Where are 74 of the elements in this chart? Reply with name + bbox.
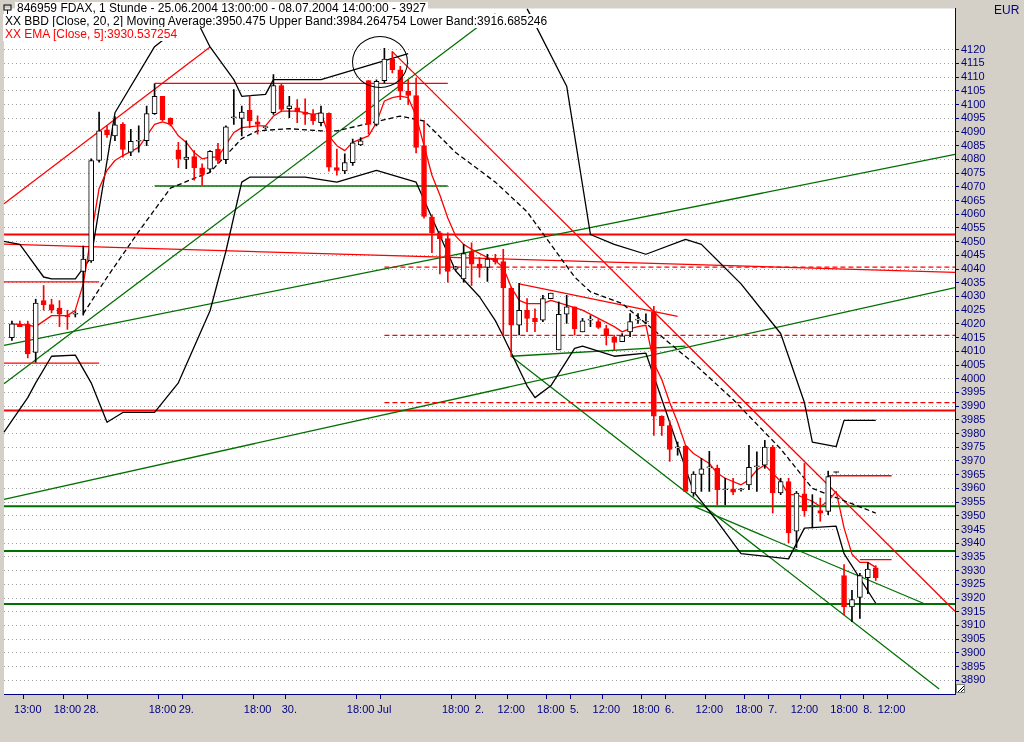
- y-tick-label: 4115: [961, 56, 985, 69]
- x-tick-label: 18:00: [148, 702, 177, 715]
- y-tick-label: 3945: [961, 522, 986, 535]
- x-tick-label: 18:00: [735, 702, 763, 715]
- y-tick-label: 4025: [961, 303, 986, 316]
- y-tick-label: 4055: [961, 220, 986, 233]
- y-tick-label: 4060: [961, 207, 986, 220]
- y-tick-label: 3905: [961, 632, 986, 645]
- x-tick-label: 18:00: [243, 702, 272, 715]
- y-tick-label: 3990: [961, 399, 986, 412]
- y-tick-label: 3955: [961, 495, 986, 508]
- y-tick-label: 3910: [961, 618, 986, 631]
- y-tick-label: 4050: [961, 234, 986, 247]
- x-tick-label: 18:00: [830, 702, 858, 715]
- y-tick-label: 3895: [961, 659, 986, 672]
- y-tick-label: 3940: [961, 536, 986, 549]
- y-tick-label: 4030: [961, 289, 986, 302]
- x-tick-label: 12:00: [790, 702, 819, 715]
- x-tick-label: 6.: [665, 702, 675, 715]
- x-tick-label: 12:00: [877, 702, 906, 715]
- x-tick-label: 12:00: [592, 702, 621, 715]
- y-tick-label: 4095: [961, 111, 986, 124]
- y-tick-label: 3925: [961, 577, 986, 590]
- y-tick-label: 4020: [961, 316, 986, 329]
- x-tick-label: 8.: [863, 702, 873, 715]
- y-tick-label: 3950: [961, 508, 986, 521]
- y-tick-label: 4010: [961, 344, 986, 357]
- y-tick-label: 3900: [961, 645, 986, 658]
- chart-title: 846959 FDAX, 1 Stunde - 25.06.2004 13:00:00 - 08.07.2004 14:00:00 - 3927: [15, 1, 428, 15]
- y-tick-label: 4100: [961, 97, 986, 110]
- x-tick-label: 7.: [768, 702, 778, 715]
- y-tick-label: 3985: [961, 412, 986, 425]
- y-tick-label: 4105: [961, 83, 986, 96]
- x-tick-label: 29.: [178, 702, 194, 715]
- y-tick-label: 4075: [961, 166, 986, 179]
- y-tick-label: 3995: [961, 385, 986, 398]
- x-tick-label: 18:00: [441, 702, 470, 715]
- y-tick-label: 3930: [961, 563, 986, 576]
- x-tick-label: 28.: [83, 702, 99, 715]
- y-tick-label: 3970: [961, 454, 986, 466]
- y-tick-label: 4120: [961, 42, 986, 55]
- x-tick-label: Jul: [377, 702, 392, 715]
- y-tick-label: 3960: [961, 481, 986, 494]
- y-tick-label: 3915: [961, 604, 986, 617]
- y-tick-label: 4000: [961, 371, 986, 384]
- y-tick-label: 4110: [961, 70, 985, 83]
- x-tick-label: 12:00: [695, 702, 724, 715]
- x-tick-label: 2.: [474, 702, 485, 715]
- x-tick-label: 13:00: [14, 702, 42, 715]
- y-tick-label: 4085: [961, 138, 986, 151]
- x-tick-label: 5.: [570, 702, 580, 715]
- y-tick-label: 4080: [961, 152, 986, 165]
- y-tick-label: 4090: [961, 125, 986, 137]
- x-tick-label: 18:00: [537, 702, 565, 715]
- y-tick-label: 3975: [961, 440, 986, 453]
- y-tick-label: 4070: [961, 179, 986, 192]
- x-tick-label: 18:00: [632, 702, 660, 715]
- y-tick-label: 3980: [961, 426, 986, 439]
- y-tick-label: 4045: [961, 248, 986, 261]
- y-axis-title: EUR: [994, 3, 1020, 17]
- x-tick-label: 12:00: [497, 702, 525, 715]
- y-tick-label: 4040: [961, 262, 986, 275]
- x-tick-label: 18:00: [346, 702, 375, 715]
- x-tick-label: 18:00: [53, 702, 82, 715]
- y-tick-label: 4015: [961, 330, 986, 343]
- y-tick-label: 3890: [961, 673, 986, 686]
- text: XX EMA [Close, 5]:3930.537254: [3, 27, 180, 41]
- y-tick-label: 3935: [961, 549, 986, 562]
- y-tick-label: 3965: [961, 467, 986, 480]
- y-tick-label: 3920: [961, 591, 986, 604]
- y-tick-label: 4035: [961, 275, 986, 288]
- y-tick-label: 4065: [961, 193, 986, 206]
- y-tick-label: 4005: [961, 358, 986, 371]
- x-tick-label: 30.: [281, 702, 297, 715]
